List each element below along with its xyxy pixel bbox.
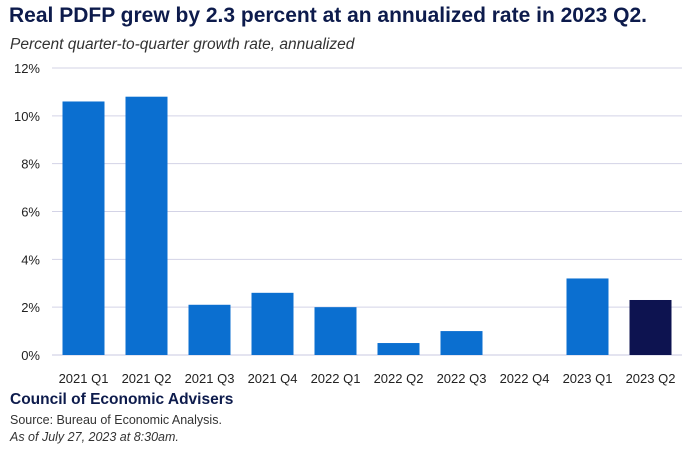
bar-2023-q1 bbox=[566, 278, 609, 355]
bar-2021-q1 bbox=[62, 101, 105, 355]
bar-2021-q3 bbox=[188, 304, 231, 355]
y-tick-label: 10% bbox=[14, 109, 40, 124]
x-tick-label: 2022 Q2 bbox=[374, 371, 424, 386]
bar-2022-q2 bbox=[377, 343, 420, 355]
x-tick-label: 2021 Q1 bbox=[59, 371, 109, 386]
x-axis-ticks: 2021 Q1 2021 Q2 2021 Q3 2021 Q4 2022 Q1 2022 … bbox=[59, 371, 676, 386]
y-tick-label: 0% bbox=[21, 348, 40, 363]
bars bbox=[62, 96, 672, 355]
x-tick-label: 2021 Q4 bbox=[248, 371, 298, 386]
x-tick-label: 2021 Q3 bbox=[185, 371, 235, 386]
y-tick-label: 2% bbox=[21, 300, 40, 315]
chart-subtitle: Percent quarter-to-quarter growth rate, … bbox=[10, 36, 355, 53]
x-tick-label: 2022 Q1 bbox=[311, 371, 361, 386]
x-tick-label: 2022 Q4 bbox=[500, 371, 550, 386]
chart-title: Real PDFP grew by 2.3 percent at an annu… bbox=[9, 4, 648, 27]
bar-2023-q2 bbox=[629, 299, 672, 355]
x-tick-label: 2023 Q2 bbox=[626, 371, 676, 386]
footer-org: Council of Economic Advisers bbox=[10, 391, 234, 408]
y-axis-ticks: 0% 2% 4% 6% 8% 10% 12% bbox=[14, 61, 40, 363]
bar-2021-q2 bbox=[125, 96, 168, 355]
bar-chart: 0%2%4%6%8%10%12% 2021 Q1 2021 Q2 2021 Q3 20… bbox=[14, 61, 682, 386]
y-tick-label: 8% bbox=[21, 157, 40, 172]
footer-as-of: As of July 27, 2023 at 8:30am. bbox=[10, 430, 179, 444]
bar-2022-q1 bbox=[314, 307, 357, 355]
footer-source: Source: Bureau of Economic Analysis. bbox=[10, 413, 222, 427]
y-tick-label: 4% bbox=[21, 252, 40, 267]
x-tick-label: 2022 Q3 bbox=[437, 371, 487, 386]
x-tick-label: 2023 Q1 bbox=[563, 371, 613, 386]
y-tick-label: 12% bbox=[14, 61, 40, 76]
bar-2021-q4 bbox=[251, 292, 294, 355]
x-tick-label: 2021 Q2 bbox=[122, 371, 172, 386]
bar-2022-q3 bbox=[440, 331, 483, 355]
y-tick-label: 6% bbox=[21, 205, 40, 220]
